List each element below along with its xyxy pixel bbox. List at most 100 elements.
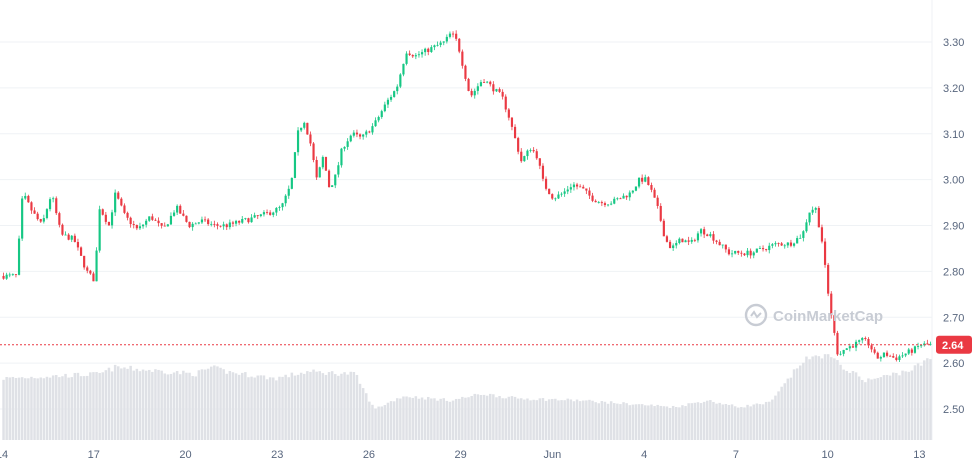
volume-bar: [789, 377, 793, 440]
candle-body: [414, 55, 417, 57]
candle-body: [64, 234, 67, 236]
volume-bar: [622, 402, 625, 440]
watermark-text: CoinMarketCap: [773, 308, 883, 325]
candle-body: [42, 218, 45, 222]
candle-body: [504, 96, 507, 110]
volume-bar: [203, 369, 207, 440]
candle-body: [817, 208, 820, 228]
volume-bar: [281, 376, 284, 440]
volume-bar: [175, 371, 179, 440]
volume-bar: [321, 373, 325, 440]
volume-bar: [560, 400, 563, 440]
candle-body: [730, 253, 734, 255]
volume-bar: [851, 370, 855, 440]
volume-bar: [225, 373, 228, 440]
candle-body: [507, 109, 510, 118]
volume-bar: [399, 398, 402, 440]
candle-body: [634, 186, 638, 191]
candle-body: [154, 219, 157, 221]
candle-body: [216, 224, 219, 226]
candle-body: [448, 33, 452, 37]
volume-bar: [489, 393, 492, 440]
volume-bar: [743, 407, 746, 440]
candle-body: [293, 152, 297, 178]
volume-bar: [318, 371, 321, 440]
candle-body: [324, 157, 328, 171]
candle-body: [451, 33, 455, 35]
candle-body: [396, 86, 399, 92]
volume-bar: [687, 403, 690, 440]
candle-body: [355, 132, 359, 135]
volume-bar: [600, 401, 604, 440]
candle-body: [482, 82, 486, 83]
volume-bar: [337, 375, 340, 440]
x-tick-label: 23: [271, 449, 283, 461]
candle-body: [148, 216, 151, 221]
y-tick-label: 2.70: [943, 312, 964, 324]
candle-body: [331, 185, 334, 188]
candle-body: [411, 54, 414, 57]
volume-bar: [402, 396, 405, 440]
volume-bar: [551, 398, 554, 440]
volume-bar: [231, 372, 235, 440]
candlesticks: [2, 30, 932, 363]
volume-bar: [98, 372, 101, 440]
candle-body: [805, 222, 808, 232]
candle-body: [126, 212, 129, 218]
candle-body: [430, 47, 433, 53]
volume-bar: [609, 401, 613, 440]
candle-body: [262, 212, 266, 215]
volume-bar: [848, 372, 852, 440]
candle-body: [501, 91, 504, 97]
candle-body: [110, 212, 114, 226]
candle-body: [780, 243, 783, 246]
volume-bar: [696, 402, 700, 440]
candle-body: [495, 89, 498, 92]
candle-body: [11, 274, 14, 276]
candle-body: [172, 212, 176, 216]
candle-body: [213, 223, 216, 225]
candle-body: [861, 338, 864, 341]
volume-bar: [458, 398, 461, 440]
volume-bar: [92, 372, 95, 440]
volume-bar: [76, 372, 80, 440]
candle-body: [374, 120, 377, 127]
volume-bar: [771, 399, 774, 440]
volume-bar: [650, 404, 653, 440]
candle-body: [464, 65, 467, 79]
candle-body: [197, 222, 200, 224]
volume-bar: [380, 406, 383, 440]
volume-bar: [210, 366, 213, 440]
candle-body: [200, 219, 204, 223]
candle-body: [138, 226, 142, 229]
candle-body: [389, 96, 393, 100]
volume-bar: [501, 398, 504, 440]
volume-bar: [510, 396, 514, 440]
volume-bar: [315, 371, 318, 440]
candle-body: [796, 238, 799, 244]
candle-body: [210, 223, 213, 225]
volume-bar: [873, 378, 876, 440]
volume-bar: [712, 401, 715, 440]
volume-bar: [303, 373, 306, 440]
volume-bar: [30, 376, 33, 440]
volume-bar: [898, 375, 901, 440]
candle-body: [727, 249, 731, 255]
volume-bar: [492, 394, 495, 440]
candle-body: [362, 134, 365, 137]
candle-body: [746, 250, 749, 256]
current-price-badge-bg: [936, 335, 972, 354]
candle-body: [117, 192, 120, 199]
volume-bar: [733, 406, 737, 440]
candle-body: [33, 210, 36, 214]
volume-bar: [597, 403, 600, 440]
volume-bar: [913, 365, 917, 440]
volume-bar: [826, 354, 830, 440]
candle-body: [486, 81, 489, 83]
candle-body: [616, 198, 619, 200]
volume-bar: [823, 354, 827, 440]
candle-body: [585, 188, 588, 191]
volume-bar: [857, 376, 861, 440]
candle-body: [842, 349, 845, 354]
candle-body: [129, 217, 132, 225]
